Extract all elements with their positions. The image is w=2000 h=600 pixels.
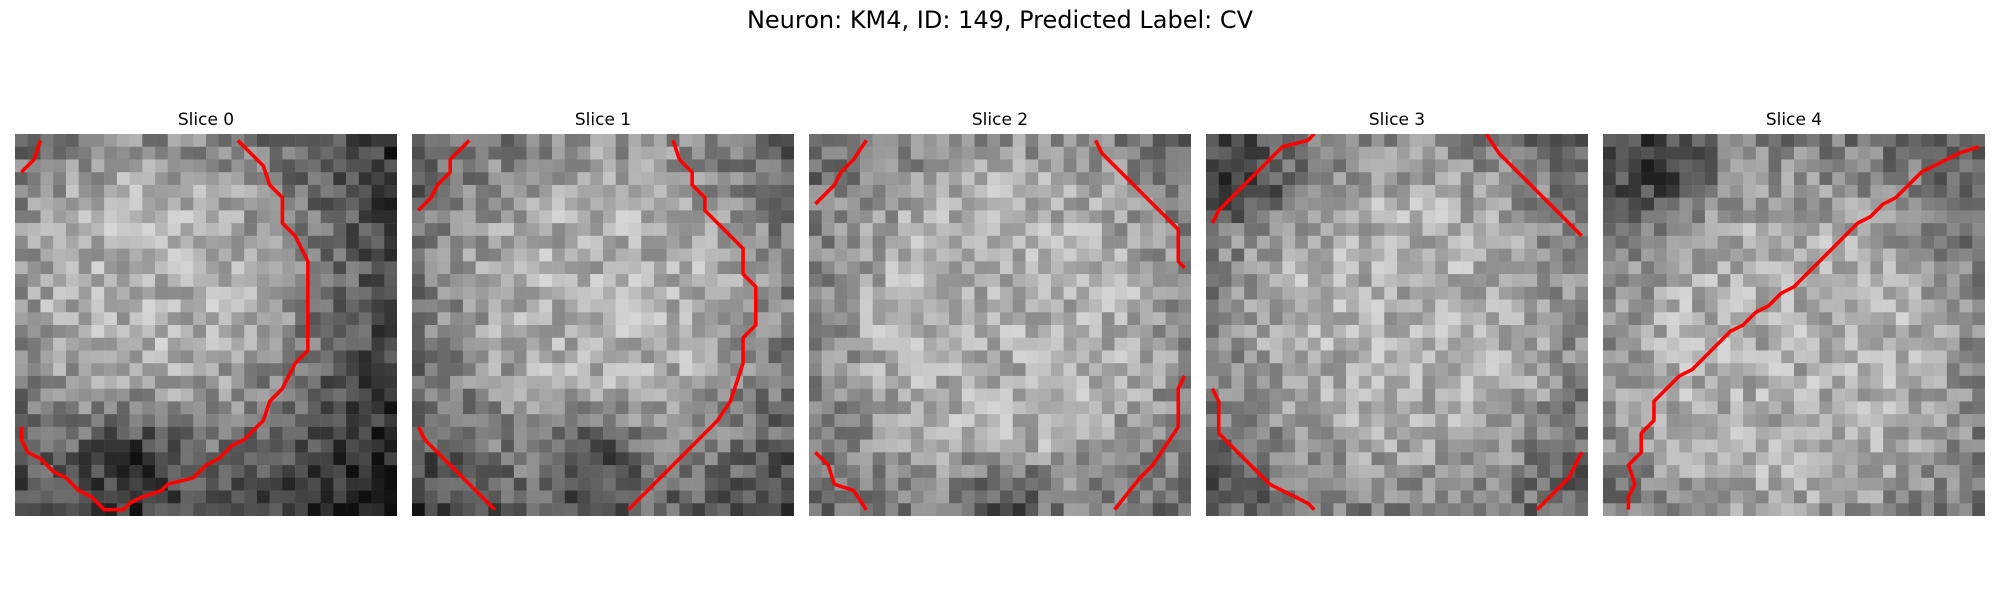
slice-title-3: Slice 3 (1368, 110, 1426, 130)
slice-image-3 (1206, 134, 1588, 516)
contour-line (1210, 134, 1316, 224)
red-contour-lines (19, 139, 310, 512)
red-contour-lines (416, 139, 758, 511)
slice-title-4: Slice 4 (1765, 110, 1823, 130)
slice-image-2 (809, 134, 1191, 516)
grayscale-pixel-grid (15, 134, 397, 516)
red-contour-lines (1626, 145, 1980, 510)
grayscale-pixel-grid (809, 134, 1191, 516)
slice-image-0 (15, 134, 397, 516)
contour-line (814, 139, 868, 206)
grayscale-pixel-grid (1206, 134, 1588, 516)
slice-image-4 (1603, 134, 1985, 516)
contour-line (1113, 375, 1187, 511)
contour-line (814, 451, 868, 511)
grayscale-pixel-grid (1603, 134, 1985, 516)
grayscale-pixel-grid (412, 134, 794, 516)
contour-line (417, 139, 471, 212)
red-contour-lines (1210, 134, 1584, 511)
contour-line (1626, 145, 1980, 510)
figure-title: Neuron: KM4, ID: 149, Predicted Label: C… (746, 6, 1254, 34)
slice-title-1: Slice 1 (574, 110, 632, 130)
contour-line (1535, 451, 1584, 511)
contour-line (416, 426, 497, 511)
contour-line (627, 139, 758, 511)
contour-line (1093, 139, 1186, 269)
contour-line (19, 139, 310, 512)
red-contour-lines (814, 139, 1187, 511)
contour-line (1484, 134, 1583, 238)
slice-title-0: Slice 0 (177, 110, 235, 130)
contour-line (1210, 387, 1316, 511)
slice-title-2: Slice 2 (971, 110, 1029, 130)
contour-line (20, 139, 43, 174)
slice-image-1 (412, 134, 794, 516)
